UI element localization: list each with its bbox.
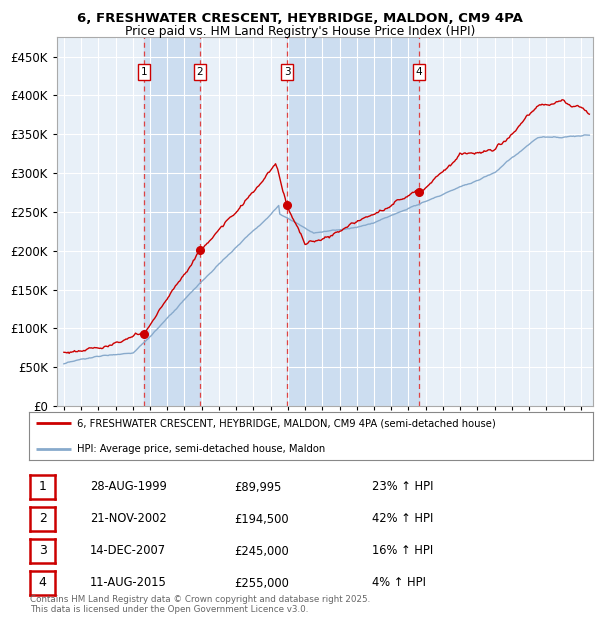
Text: 23% ↑ HPI: 23% ↑ HPI <box>372 480 433 494</box>
Text: 11-AUG-2015: 11-AUG-2015 <box>90 577 167 590</box>
Text: Contains HM Land Registry data © Crown copyright and database right 2025.: Contains HM Land Registry data © Crown c… <box>30 595 370 604</box>
Text: 4: 4 <box>416 67 422 77</box>
Text: 28-AUG-1999: 28-AUG-1999 <box>90 480 167 494</box>
Bar <box>144 37 200 406</box>
Text: 2: 2 <box>197 67 203 77</box>
Text: 2: 2 <box>38 513 47 526</box>
Text: This data is licensed under the Open Government Licence v3.0.: This data is licensed under the Open Gov… <box>30 604 308 614</box>
Text: HPI: Average price, semi-detached house, Maldon: HPI: Average price, semi-detached house,… <box>77 445 325 454</box>
Text: £255,000: £255,000 <box>234 577 289 590</box>
Text: 16% ↑ HPI: 16% ↑ HPI <box>372 544 433 557</box>
Text: 21-NOV-2002: 21-NOV-2002 <box>90 513 167 526</box>
Text: 1: 1 <box>38 480 47 494</box>
Text: £194,500: £194,500 <box>234 513 289 526</box>
Text: 14-DEC-2007: 14-DEC-2007 <box>90 544 166 557</box>
Text: 1: 1 <box>140 67 148 77</box>
Text: 4: 4 <box>38 577 47 590</box>
Text: Price paid vs. HM Land Registry's House Price Index (HPI): Price paid vs. HM Land Registry's House … <box>125 25 475 38</box>
Text: 42% ↑ HPI: 42% ↑ HPI <box>372 513 433 526</box>
Bar <box>287 37 419 406</box>
Text: £89,995: £89,995 <box>234 480 281 494</box>
Text: 4% ↑ HPI: 4% ↑ HPI <box>372 577 426 590</box>
Text: £245,000: £245,000 <box>234 544 289 557</box>
Text: 3: 3 <box>38 544 47 557</box>
Text: 6, FRESHWATER CRESCENT, HEYBRIDGE, MALDON, CM9 4PA: 6, FRESHWATER CRESCENT, HEYBRIDGE, MALDO… <box>77 12 523 25</box>
Text: 6, FRESHWATER CRESCENT, HEYBRIDGE, MALDON, CM9 4PA (semi-detached house): 6, FRESHWATER CRESCENT, HEYBRIDGE, MALDO… <box>77 418 496 428</box>
Text: 3: 3 <box>284 67 290 77</box>
